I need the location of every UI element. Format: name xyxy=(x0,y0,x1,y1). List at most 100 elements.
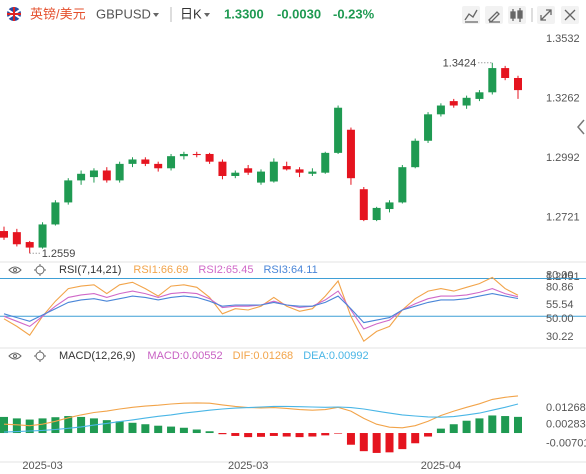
macd-bar xyxy=(269,433,278,436)
macd-bar xyxy=(398,433,407,450)
macd-bar xyxy=(436,428,445,434)
macd-bar xyxy=(64,416,73,434)
candle-body xyxy=(385,202,394,210)
candle-body xyxy=(0,231,8,238)
legend-entry: RSI2:65.45 xyxy=(198,264,253,276)
candle-body xyxy=(192,153,201,156)
x-tick-label: 2025-03 xyxy=(228,460,268,472)
candle-body xyxy=(205,153,214,162)
macd-bar xyxy=(449,424,458,434)
candle-body xyxy=(475,92,484,99)
y-tick-label: 1.3262 xyxy=(546,92,580,104)
candle-button[interactable] xyxy=(508,6,526,24)
candle-body xyxy=(282,166,291,170)
panel-title: RSI(7,14,21) xyxy=(59,264,121,276)
candle-body xyxy=(321,152,330,173)
macd-bar xyxy=(372,433,381,453)
candle-body xyxy=(436,105,445,115)
symbol[interactable]: GBPUSD xyxy=(96,6,151,21)
y-tick-label: 1.2992 xyxy=(546,152,580,164)
max-label: 1.3424 xyxy=(443,58,477,70)
macd-bar xyxy=(359,433,368,452)
candle-body xyxy=(154,163,163,169)
candle-body xyxy=(12,232,21,245)
rsi-line xyxy=(3,293,519,324)
y-tick-label: 1.2721 xyxy=(546,212,580,224)
y-tick-label: 0.00283 xyxy=(546,419,586,431)
macd-bar xyxy=(334,433,343,434)
macd-bar xyxy=(192,429,201,434)
macd-bar xyxy=(295,433,304,438)
candle-body xyxy=(64,180,73,203)
candle-body xyxy=(25,242,34,248)
y-tick-label: 80.86 xyxy=(546,281,574,293)
dropdown-icon[interactable] xyxy=(153,13,159,17)
legend-entry: MACD:0.00552 xyxy=(147,350,222,362)
y-tick-label: 50.00 xyxy=(546,313,574,325)
panel-title: MACD(12,26,9) xyxy=(59,350,135,362)
x-tick-label: 2025-04 xyxy=(421,460,461,472)
macd-bar xyxy=(25,419,34,434)
macd-bar xyxy=(38,418,47,434)
candle-body xyxy=(218,161,227,176)
rsi-settings-icons[interactable] xyxy=(8,264,46,276)
macd-bar xyxy=(51,417,60,434)
price: 1.3300 xyxy=(224,6,264,21)
indicator-button[interactable] xyxy=(462,6,480,24)
macd-bar xyxy=(167,426,176,434)
candle-body xyxy=(167,156,176,169)
change: -0.0030 xyxy=(277,6,321,21)
legend-entry: DIF:0.01268 xyxy=(233,350,294,362)
close-button[interactable] xyxy=(561,6,579,24)
candle-body xyxy=(449,101,458,106)
candle-body xyxy=(269,161,278,182)
toolbar xyxy=(462,6,579,24)
candle-body xyxy=(359,189,368,221)
macd-bar xyxy=(514,416,522,434)
legend-entry: RSI1:66.69 xyxy=(133,264,188,276)
collapse-arrow[interactable] xyxy=(577,119,585,135)
macd-bar xyxy=(102,420,111,434)
macd-settings-icons[interactable] xyxy=(8,350,46,362)
candle-body xyxy=(128,159,137,164)
fullscreen-button[interactable] xyxy=(537,6,555,24)
macd-bar xyxy=(346,433,355,445)
macd-bar xyxy=(282,433,291,437)
y-tick-label: 80.00 xyxy=(546,269,574,281)
macd-bar xyxy=(205,431,214,434)
y-tick-label: -0.00701 xyxy=(546,437,586,449)
candle-body xyxy=(89,170,98,178)
macd-bar xyxy=(308,433,317,437)
macd-bar xyxy=(411,433,420,444)
candle-body xyxy=(372,207,381,221)
macd-bar xyxy=(141,424,150,434)
macd-bar xyxy=(218,433,227,435)
candle-body xyxy=(424,114,433,141)
flag-icon xyxy=(7,7,21,21)
macd-bar xyxy=(115,421,124,434)
dropdown-icon[interactable] xyxy=(204,13,210,17)
y-tick-label: 0.01268 xyxy=(546,402,586,414)
candle-body xyxy=(514,77,522,91)
macd-bar xyxy=(231,433,240,436)
x-tick-label: 2025-03 xyxy=(22,460,62,472)
legend-entry: RSI3:64.11 xyxy=(263,264,317,276)
change-percent: -0.23% xyxy=(333,6,375,21)
candle-body xyxy=(77,173,86,181)
y-tick-label: 30.22 xyxy=(546,331,574,343)
candle-body xyxy=(488,68,497,93)
y-tick-label: 55.54 xyxy=(546,299,574,311)
macd-bar xyxy=(385,433,394,453)
macd-bar xyxy=(475,418,484,434)
macd-bar xyxy=(321,433,330,436)
candle-body xyxy=(179,153,188,157)
macd-bar xyxy=(488,415,497,434)
candle-body xyxy=(257,171,265,183)
period[interactable]: 日K xyxy=(180,6,202,21)
macd-bar xyxy=(424,433,433,437)
draw-button[interactable] xyxy=(485,6,503,24)
candle-body xyxy=(231,172,240,176)
candle-body xyxy=(102,170,111,181)
pair-name[interactable]: 英镑/美元 xyxy=(30,6,86,21)
